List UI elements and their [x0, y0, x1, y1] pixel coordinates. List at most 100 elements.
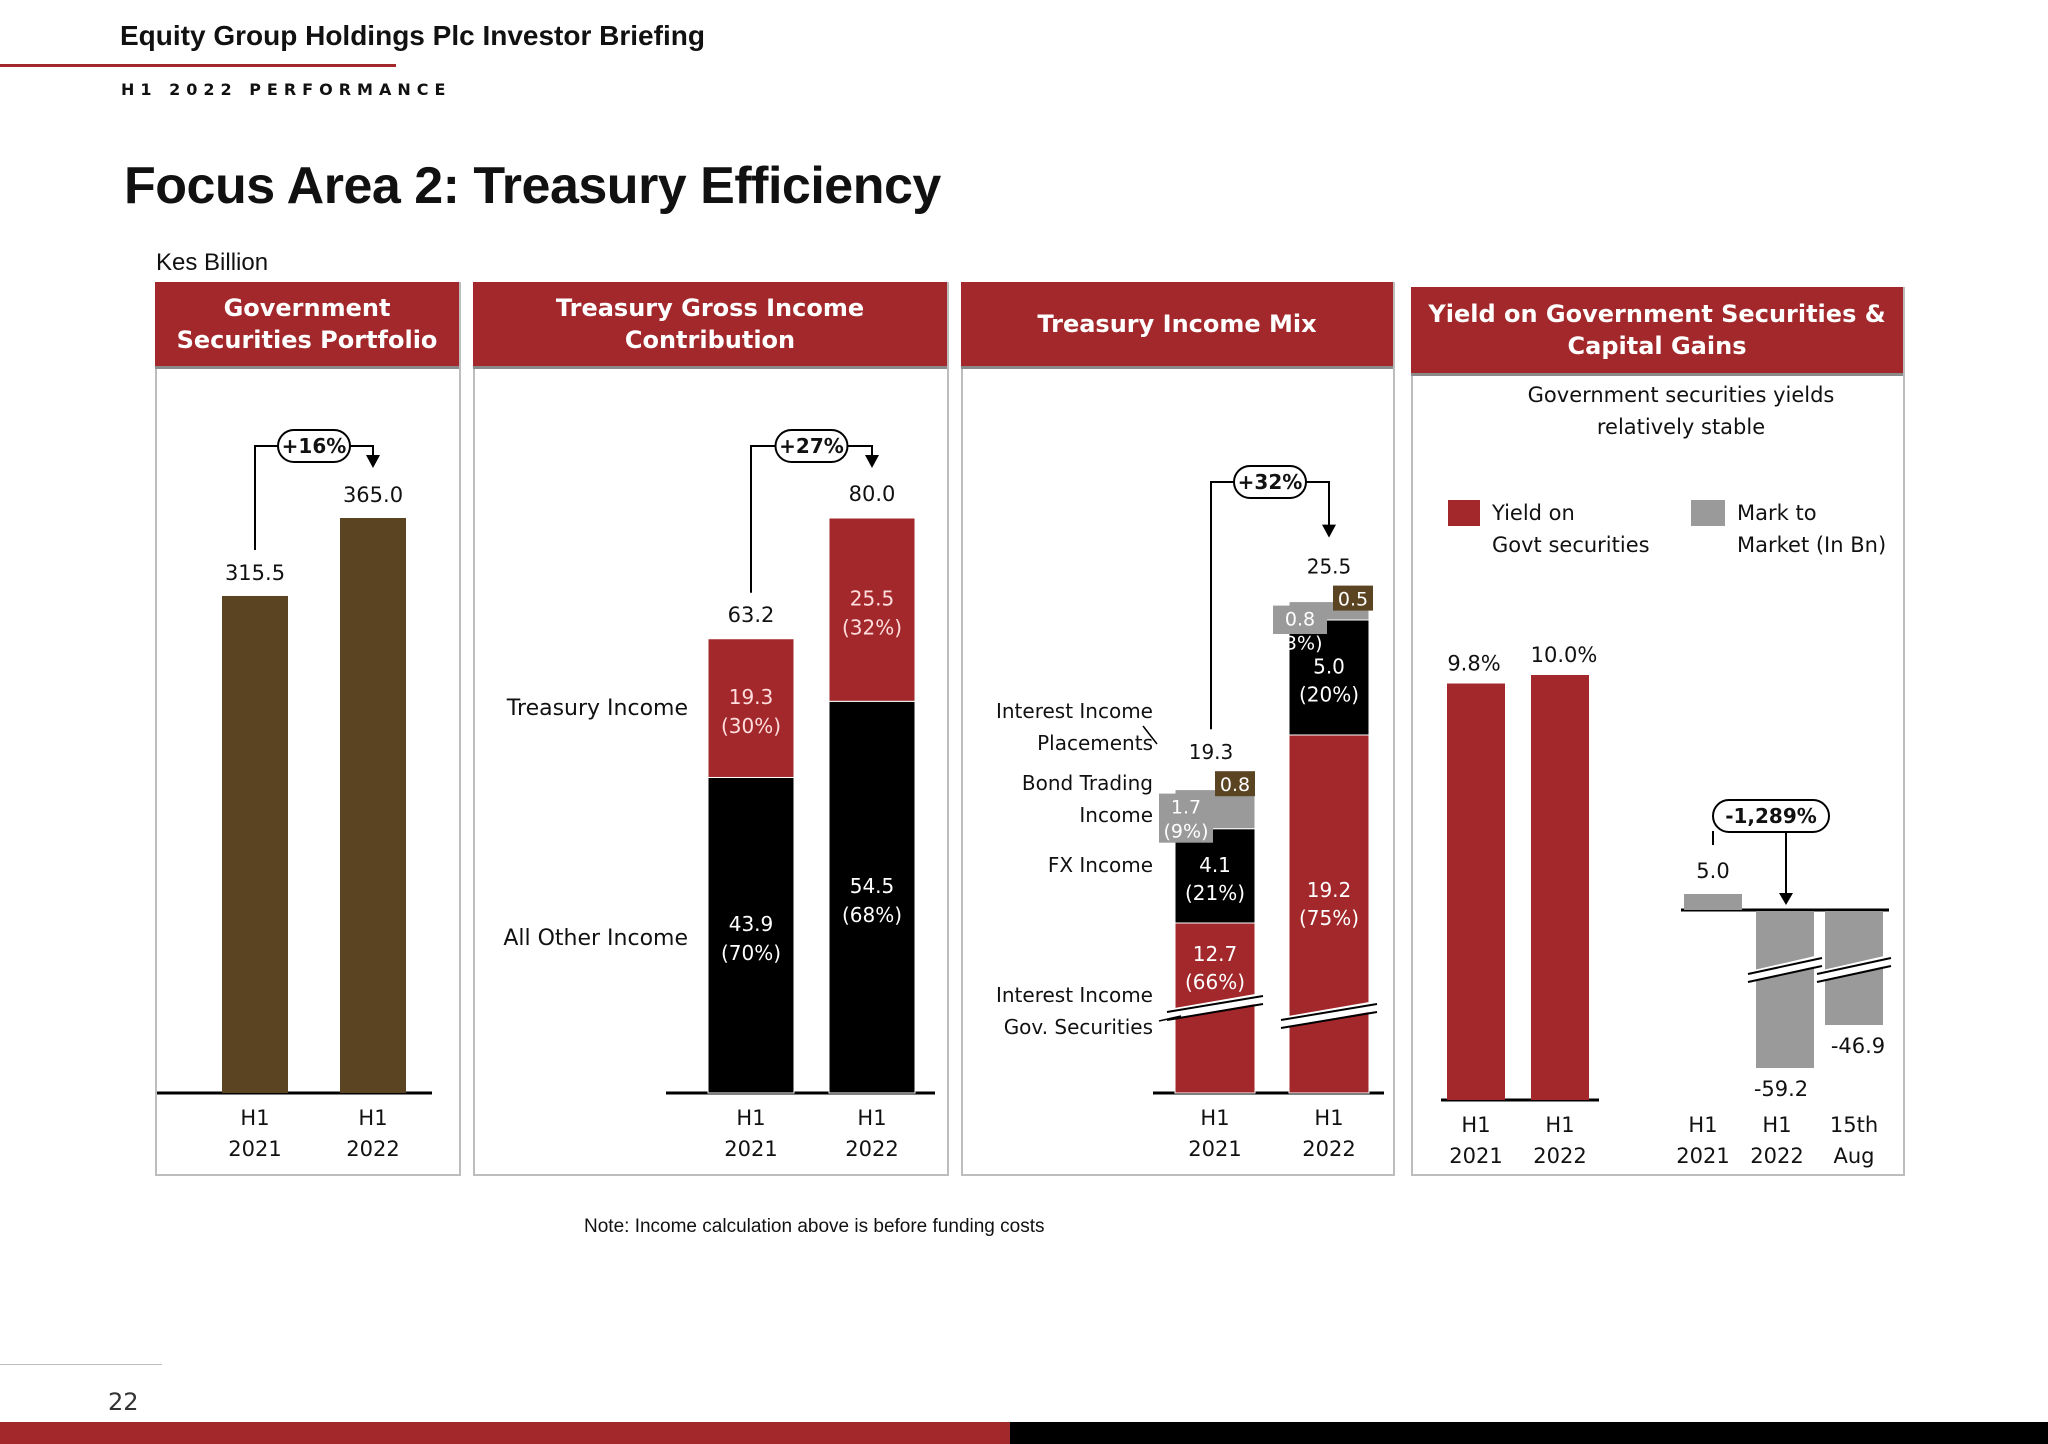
bar-mtm	[1684, 894, 1742, 910]
growth-annotation-label: +16%	[282, 434, 347, 458]
total-label: 19.3	[1189, 740, 1234, 764]
segment-pct: (21%)	[1185, 881, 1245, 905]
panel-gross-income-header: Treasury Gross Income Contribution	[473, 282, 947, 369]
header-divider	[0, 64, 396, 67]
category-label: H1	[1314, 1106, 1343, 1130]
total-label: 80.0	[849, 482, 896, 506]
page-number-divider	[0, 1364, 162, 1365]
segment-interest-income-gov--securities	[1288, 734, 1370, 1094]
growth-annotation-bubble	[1712, 799, 1830, 833]
segment-pct: (66%)	[1185, 970, 1245, 994]
axis-break-line-a	[1747, 957, 1823, 975]
category-label: H1	[1545, 1113, 1574, 1137]
value-label: -46.9	[1831, 1034, 1885, 1058]
bar-yield	[1531, 675, 1589, 1100]
leader-placements	[1142, 725, 1158, 745]
page-title: Focus Area 2: Treasury Efficiency	[124, 157, 941, 215]
segment-fx-income	[1288, 619, 1370, 736]
legend-swatch-yield	[1448, 500, 1480, 526]
chart-income-mix: 12.7 (66%) 4.1 (21%) 1.7(9%) 0.8 19.3 H1 2021 19.…	[996, 465, 1384, 1161]
category-label: 2022	[1750, 1144, 1803, 1168]
growth-annotation-arrow	[1322, 524, 1336, 538]
segment-all-other-income	[707, 776, 795, 1094]
value-label: 10.0%	[1531, 643, 1598, 667]
growth-annotation-label: +27%	[779, 434, 844, 458]
value-label: 5.0	[1696, 859, 1729, 883]
bar-h1-2021	[222, 595, 288, 1093]
axis-break	[1817, 955, 1891, 981]
chart-yield-capital-gains: Government securities yields relatively s…	[1441, 383, 1892, 1168]
growth-annotation-label: -1,289%	[1725, 804, 1817, 828]
legend-label-yield: Govt securities	[1492, 533, 1650, 557]
segment-interest-income-placements	[1215, 771, 1255, 797]
footer-bar-black	[1010, 1422, 2048, 1444]
segment-pct: (68%)	[842, 903, 902, 927]
growth-annotation-bubble	[774, 429, 849, 463]
panel-subtitle: relatively stable	[1597, 415, 1765, 439]
panel-yield-capital-gains-header: Yield on Government Securities & Capital…	[1411, 287, 1903, 376]
units-label: Kes Billion	[156, 249, 269, 276]
segment-value: 25.5	[850, 587, 895, 611]
segment-pct: (32%)	[842, 616, 902, 640]
panel-subtitle: Government securities yields	[1528, 383, 1835, 407]
axis-break	[1282, 1001, 1376, 1027]
axis-break-line-b	[1747, 965, 1823, 983]
total-label: 63.2	[728, 603, 775, 627]
panel-securities-portfolio-header: Government Securities Portfolio	[155, 282, 459, 369]
series-label-treasury: Treasury Income	[506, 696, 688, 721]
segment-value: 5.0	[1313, 655, 1345, 679]
category-label: 2021	[724, 1137, 777, 1161]
category-label: 15th	[1830, 1113, 1878, 1137]
category-label: H1	[1688, 1113, 1717, 1137]
legend-label-mtm: Market (In Bn)	[1737, 533, 1886, 557]
category-label: 2021	[1188, 1137, 1241, 1161]
segment-pct: (30%)	[721, 714, 781, 738]
bar-yield	[1447, 683, 1505, 1100]
growth-annotation-bubble	[277, 429, 351, 463]
footer-bar-red	[0, 1422, 1010, 1444]
value-label: 365.0	[343, 483, 403, 507]
axis-break-line-b	[1280, 1011, 1378, 1029]
category-label: Aug	[1833, 1144, 1874, 1168]
axis-break-line-b	[1166, 1003, 1264, 1021]
panel-income-mix-header: Treasury Income Mix	[961, 282, 1393, 369]
series-label: FX Income	[1048, 853, 1153, 877]
axis-break-line-a	[1280, 1003, 1378, 1021]
growth-annotation-arrow	[865, 455, 879, 468]
total-label: 25.5	[1307, 555, 1352, 579]
series-label: Income	[1079, 803, 1153, 827]
growth-annotation-bubble	[1233, 465, 1307, 499]
category-label: 2021	[228, 1137, 281, 1161]
category-label: H1	[1762, 1113, 1791, 1137]
series-label: Placements	[1037, 731, 1153, 755]
category-label: H1	[857, 1106, 886, 1130]
value-label: 9.8%	[1447, 652, 1500, 676]
segment-pct: (9%)	[1164, 821, 1209, 843]
value-label: 315.5	[225, 561, 285, 585]
series-label: Bond Trading	[1022, 771, 1153, 795]
segment-value: 4.1	[1199, 853, 1231, 877]
category-label: H1	[1200, 1106, 1229, 1130]
legend-swatch-mtm	[1691, 500, 1725, 526]
segment-value: 43.9	[729, 912, 774, 936]
bar-mtm	[1756, 911, 1814, 1068]
segment-value: 1.7	[1171, 797, 1201, 819]
series-label-other: All Other Income	[503, 926, 688, 951]
footnote: Note: Income calculation above is before…	[584, 1216, 1045, 1237]
segment-value: 0.8	[1220, 774, 1250, 796]
axis-break-line-a	[1166, 995, 1264, 1013]
series-label: Gov. Securities	[1004, 1015, 1153, 1039]
category-label: 2022	[1302, 1137, 1355, 1161]
segment-value: 0.8	[1285, 609, 1315, 631]
growth-annotation-arrow	[366, 455, 380, 468]
legend-label-yield: Yield on	[1491, 501, 1575, 525]
value-label: -59.2	[1754, 1077, 1808, 1101]
category-label: 2022	[845, 1137, 898, 1161]
axis-break-line-a	[1816, 957, 1892, 975]
category-label: H1	[736, 1106, 765, 1130]
legend-label-mtm: Mark to	[1737, 501, 1817, 525]
segment-bond-trading-income-tile	[1273, 605, 1327, 634]
series-label: Interest Income	[996, 699, 1153, 723]
page-number: 22	[108, 1388, 139, 1416]
category-label: H1	[240, 1106, 269, 1130]
